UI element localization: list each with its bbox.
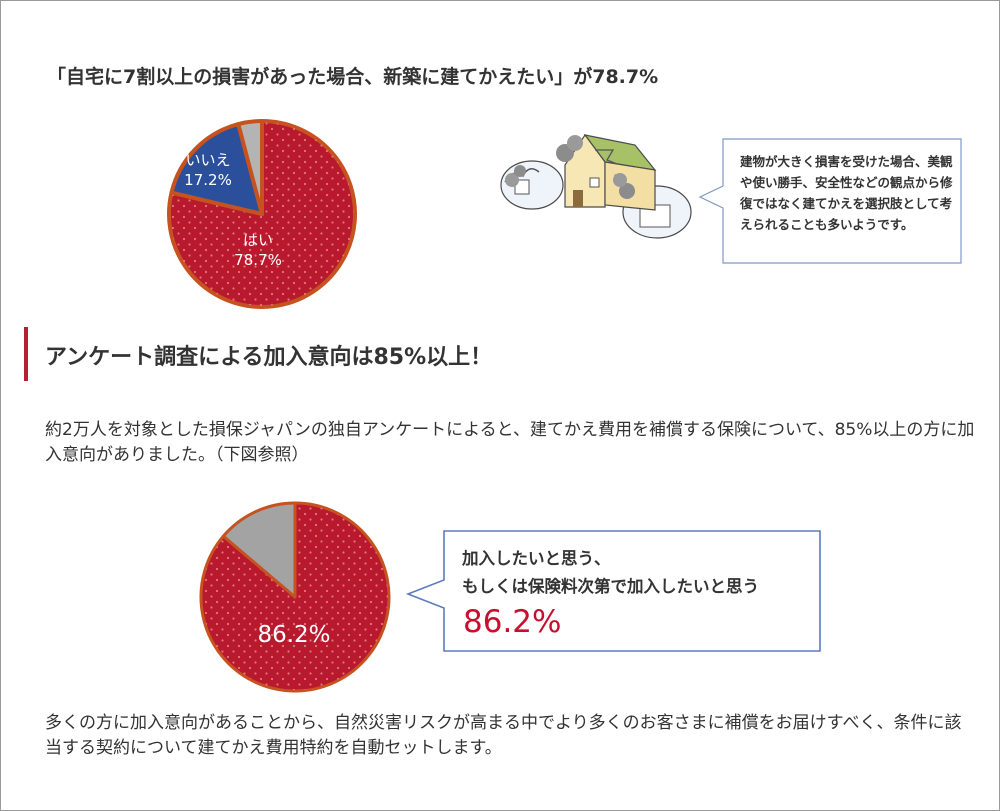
callout-line-1: 加入したいと思う、 [462,549,611,568]
intro-paragraph: 約2万人を対象とした損保ジャパンの独自アンケートによると、建てかえ費用を補償する… [45,420,975,465]
closing-paragraph: 多くの方に加入意向があることから、自然災害リスクが高まる中でより多くのお客さまに… [45,713,962,758]
section2-heading: アンケート調査による加入意向は85%以上！ [45,345,493,370]
callout-text: 加入したいと思う、 もしくは保険料次第で加入したいと思う [462,545,759,601]
note-text-1: 建物が大きく損害を受けた場合、美観や使い勝手、安全性などの観点から修復ではなく建… [740,154,953,232]
heading-accent-bar [24,327,28,381]
section1-title: 「自宅に7割以上の損害があった場合、新築に建てかえたい」が78.7% [47,66,659,88]
callout-value: 86.2% [463,604,562,640]
callout-line-2: もしくは保険料次第で加入したいと思う [462,577,759,596]
